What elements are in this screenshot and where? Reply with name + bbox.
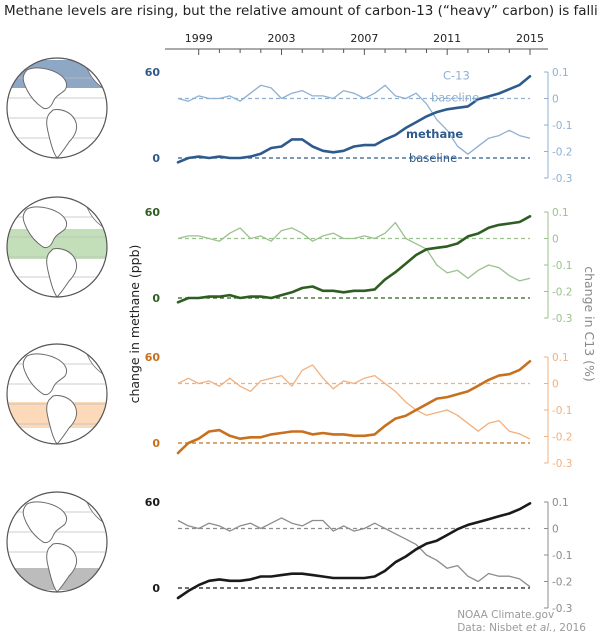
y-tick-right: -0.1 [552, 550, 573, 562]
credit-data-suffix: , 2016 [552, 622, 586, 634]
north-america-shape [22, 67, 68, 110]
y-tick-right: 0 [552, 94, 559, 106]
south-america-shape [46, 248, 78, 297]
panel-1: 60 0 0.1 0 -0.1 -0.2 -0.3 [145, 206, 573, 325]
globe-icon [6, 343, 108, 445]
y-tick-left: 0 [152, 582, 160, 595]
credit-data-prefix: Data: Nisbet [457, 622, 526, 634]
methane-series-line [176, 215, 532, 304]
methane-annotation: methane [406, 127, 463, 141]
x-tick-label: 2003 [268, 32, 296, 45]
y-axis-label-right: change in C13 (%) [582, 266, 597, 382]
methane-series-line [176, 359, 532, 455]
methane-series-line [176, 75, 532, 164]
globe-inner [7, 353, 107, 444]
globe-icon [6, 196, 108, 298]
y-tick-right: -0.2 [552, 577, 573, 589]
y-tick-right: -0.3 [552, 173, 573, 185]
y-tick-left: 60 [145, 351, 161, 364]
y-tick-left: 60 [145, 496, 161, 509]
c13-series-line [177, 221, 531, 282]
south-america-shape [46, 395, 78, 444]
y-tick-left: 0 [152, 437, 160, 450]
credit-data-italic: et al. [525, 622, 553, 634]
c13-baseline-annotation: baseline [431, 91, 479, 105]
methane-baseline-annotation: baseline [409, 151, 457, 165]
globe-icon [6, 57, 108, 159]
y-axis-label-left: change in methane (ppb) [127, 245, 142, 404]
y-tick-left: 60 [145, 206, 161, 219]
y-tick-right: 0 [552, 379, 559, 391]
panel-0: 60 0 0.1 0 -0.1 -0.2 -0.3 C-13 baseline methane ba… [145, 66, 573, 185]
globe-outline [6, 196, 108, 298]
c13-series-line [177, 517, 531, 588]
c13-series-line [177, 84, 531, 155]
x-tick-label: 1999 [185, 32, 213, 45]
y-tick-right: -0.2 [552, 147, 573, 159]
globe-icon [6, 491, 108, 593]
credit-source: NOAA Climate.gov [457, 609, 555, 621]
globe-outline [6, 343, 108, 445]
north-america-shape [22, 501, 68, 544]
y-tick-right: 0.1 [552, 497, 569, 509]
y-tick-right: -0.2 [552, 287, 573, 299]
y-tick-right: 0 [552, 524, 559, 536]
y-tick-right: -0.3 [552, 313, 573, 325]
y-tick-right: -0.1 [552, 120, 573, 132]
chart-panels: 60 0 0.1 0 -0.1 -0.2 -0.3 C-13 baseline methane ba… [145, 66, 573, 615]
y-tick-right: 0 [552, 234, 559, 246]
y-tick-left: 0 [152, 152, 160, 165]
methane-series-line [176, 502, 532, 600]
chart-title: Methane levels are rising, but the relat… [4, 3, 599, 19]
y-tick-right: 0.1 [552, 207, 569, 219]
panel-3: 60 0 0.1 0 -0.1 -0.2 -0.3 [145, 496, 573, 615]
y-tick-right: 0.1 [552, 67, 569, 79]
y-tick-left: 0 [152, 292, 160, 305]
y-tick-right: -0.2 [552, 432, 573, 444]
credit-block: NOAA Climate.gov Data: Nisbet et al., 20… [457, 609, 586, 635]
globe-icons [6, 57, 108, 593]
globe-outline [6, 57, 108, 159]
north-america-shape [22, 206, 68, 249]
c13-series-line [177, 364, 531, 440]
y-tick-right: -0.3 [552, 458, 573, 470]
globe-inner [7, 206, 107, 297]
y-tick-right: -0.1 [552, 260, 573, 272]
x-axis: 1999 2003 2007 2011 2015 [165, 32, 548, 55]
globe-inner [7, 501, 107, 592]
x-tick-label: 2011 [433, 32, 461, 45]
south-america-shape [46, 543, 78, 592]
y-tick-right: -0.3 [552, 603, 573, 615]
y-tick-right: -0.1 [552, 405, 573, 417]
x-tick-label: 2015 [516, 32, 544, 45]
c13-annotation: C-13 [443, 68, 470, 82]
x-tick-label: 2007 [350, 32, 378, 45]
credit-data: Data: Nisbet et al., 2016 [457, 622, 586, 635]
south-america-shape [46, 109, 78, 158]
y-tick-left: 60 [145, 66, 161, 79]
y-tick-right: 0.1 [552, 352, 569, 364]
globe-outline [6, 491, 108, 593]
north-america-shape [22, 353, 68, 396]
panel-2: 60 0 0.1 0 -0.1 -0.2 -0.3 [145, 351, 573, 470]
